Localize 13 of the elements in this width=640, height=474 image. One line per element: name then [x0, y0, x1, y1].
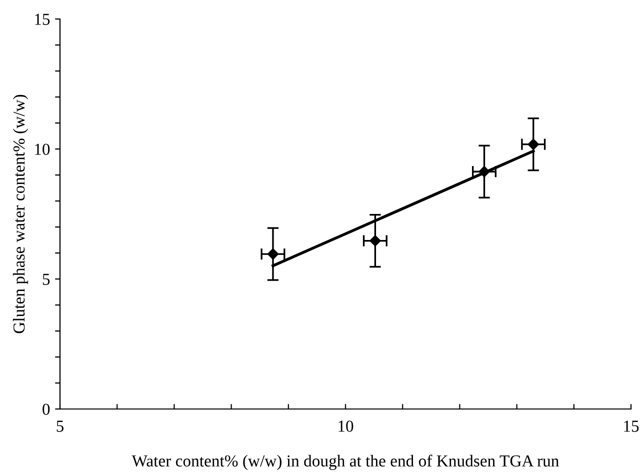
y-tick-label: 15 — [35, 14, 50, 25]
y-tick-label: 10 — [35, 144, 50, 155]
x-tick-label: 15 — [624, 420, 639, 432]
x-tick-label: 5 — [56, 420, 64, 432]
point — [528, 138, 539, 150]
y-tick-label: 0 — [42, 404, 50, 415]
y-axis-title: Gluten phase water content% (w/w) — [12, 94, 28, 334]
point — [478, 166, 490, 178]
y-tick-label: 5 — [42, 274, 50, 285]
x-axis-title: Water content% (w/w) in dough at the end of Knudsen TGA run — [132, 454, 559, 470]
x-tick-label: 10 — [338, 420, 354, 432]
point — [370, 235, 381, 246]
point — [267, 248, 279, 260]
